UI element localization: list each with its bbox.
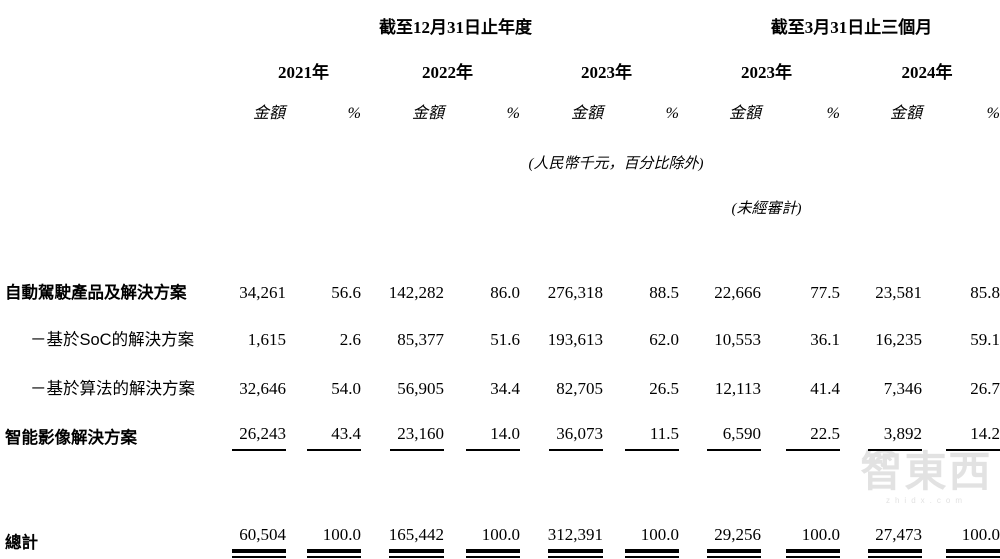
group-header-quarterly: 截至3月31日止三個月	[770, 18, 933, 38]
amount-cell: 16,235	[875, 330, 922, 350]
amount-header: 金額	[570, 105, 603, 123]
percent-cell: 43.4	[285, 405, 361, 454]
double-rule	[466, 549, 520, 558]
percent-cell: 100.0	[922, 510, 1000, 559]
amount-header: 金額	[411, 105, 444, 123]
percent-header: %	[986, 105, 1000, 123]
year-header-row: 2021年 2022年 2023年 2023年 2024年	[0, 41, 1000, 87]
amount-cell: 10,553	[714, 330, 761, 350]
amount-cell: 27,473	[840, 510, 922, 559]
percent-header: %	[347, 105, 361, 123]
percent-cell: 100.0	[285, 510, 361, 559]
double-rule	[946, 549, 1000, 558]
double-rule	[786, 549, 840, 558]
row-label: －基於算法的解決方案	[30, 379, 195, 398]
amount-cell: 29,256	[679, 510, 761, 559]
amount-cell: 165,442	[361, 510, 444, 559]
amount-cell: 193,613	[547, 330, 603, 350]
amount-cell: 60,504	[232, 510, 286, 559]
amount-cell: 142,282	[388, 283, 444, 303]
note-currency: (人民幣千元，百分比除外)	[528, 155, 704, 172]
group-header-annual: 截至12月31日止年度	[379, 18, 532, 38]
spacer-row	[0, 220, 1000, 266]
double-rule	[388, 549, 444, 558]
amount-cell: 85,377	[397, 330, 444, 350]
percent-cell: 36.1	[810, 330, 840, 350]
unaudited-note-row: (未經審計)	[0, 175, 1000, 220]
amount-cell: 32,646	[239, 379, 286, 399]
percent-header: %	[826, 105, 840, 123]
column-header-row: 金額 % 金額 % 金額 % 金額 % 金額 %	[0, 87, 1000, 126]
table-row-smart-imaging: 智能影像解決方案 26,243 43.4 23,160 14.0 36,073 …	[0, 405, 1000, 454]
amount-cell: 12,113	[714, 379, 761, 399]
amount-cell: 7,346	[883, 379, 922, 399]
amount-header: 金額	[728, 105, 761, 123]
table-row-algorithm-solutions: －基於算法的解決方案 32,646 54.0 56,905 34.4 82,70…	[0, 356, 1000, 405]
currency-note-row: (人民幣千元，百分比除外)	[0, 126, 1000, 175]
percent-cell: 26.7	[970, 379, 1000, 399]
percent-header: %	[665, 105, 679, 123]
amount-cell: 56,905	[397, 379, 444, 399]
percent-cell: 11.5	[603, 405, 679, 454]
year-header-2023: 2023年	[581, 63, 632, 83]
amount-cell: 1,615	[247, 330, 286, 350]
percent-cell: 51.6	[490, 330, 520, 350]
amount-cell: 3,892	[840, 405, 922, 454]
percent-cell: 54.0	[331, 379, 361, 399]
percent-header: %	[506, 105, 520, 123]
percent-cell: 14.0	[444, 405, 520, 454]
double-rule	[307, 549, 361, 558]
percent-cell: 14.2	[922, 405, 1000, 454]
amount-cell: 82,705	[556, 379, 603, 399]
double-rule	[707, 549, 761, 558]
percent-cell: 59.1	[970, 330, 1000, 350]
note-unaudited: (未經審計)	[731, 200, 802, 217]
percent-cell: 41.4	[810, 379, 840, 399]
percent-cell: 88.5	[649, 283, 679, 303]
percent-cell: 62.0	[649, 330, 679, 350]
percent-cell: 2.6	[339, 330, 361, 350]
row-label: －基於SoC的解決方案	[30, 330, 195, 349]
amount-cell: 36,073	[520, 405, 603, 454]
table-row-autonomous-driving: 自動駕駛產品及解決方案 34,261 56.6 142,282 86.0 276…	[0, 266, 1000, 309]
amount-cell: 22,666	[714, 283, 761, 303]
percent-cell: 85.8	[970, 283, 1000, 303]
year-header-2021: 2021年	[278, 63, 329, 83]
double-rule	[625, 549, 679, 558]
group-header-row: 截至12月31日止年度 截至3月31日止三個月	[0, 0, 1000, 41]
amount-cell: 6,590	[679, 405, 761, 454]
amount-cell: 23,581	[875, 283, 922, 303]
year-header-2024-q1: 2024年	[901, 63, 953, 83]
double-rule	[232, 549, 286, 558]
spacer-row	[0, 454, 1000, 510]
double-rule	[868, 549, 922, 558]
amount-header: 金額	[252, 105, 285, 123]
table-row-total: 總計 60,504 100.0 165,442 100.0 312,391 10…	[0, 510, 1000, 559]
percent-cell: 100.0	[761, 510, 840, 559]
row-label: 智能影像解決方案	[5, 428, 137, 447]
table-row-soc-solutions: －基於SoC的解決方案 1,615 2.6 85,377 51.6 193,61…	[0, 309, 1000, 356]
percent-cell: 100.0	[603, 510, 679, 559]
percent-cell: 100.0	[444, 510, 520, 559]
percent-cell: 56.6	[331, 283, 361, 303]
row-label: 自動駕駛產品及解決方案	[5, 283, 187, 302]
amount-cell: 23,160	[361, 405, 444, 454]
double-rule	[547, 549, 603, 558]
year-header-2023-q1: 2023年	[741, 63, 792, 83]
percent-cell: 77.5	[810, 283, 840, 303]
percent-cell: 34.4	[490, 379, 520, 399]
percent-cell: 22.5	[761, 405, 840, 454]
amount-cell: 34,261	[239, 283, 286, 303]
amount-cell: 276,318	[547, 283, 603, 303]
percent-cell: 86.0	[490, 283, 520, 303]
amount-cell: 312,391	[520, 510, 603, 559]
amount-cell: 26,243	[232, 405, 286, 454]
year-header-2022: 2022年	[422, 63, 473, 83]
percent-cell: 26.5	[649, 379, 679, 399]
total-label: 總計	[5, 533, 38, 552]
amount-header: 金額	[889, 105, 922, 123]
